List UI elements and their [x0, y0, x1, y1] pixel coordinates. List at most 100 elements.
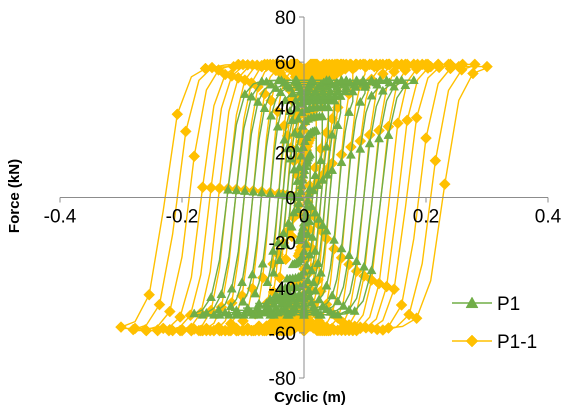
data-point [223, 184, 233, 194]
data-point [290, 75, 301, 85]
data-point [349, 305, 360, 315]
data-point [280, 239, 291, 249]
data-point [253, 96, 263, 106]
data-point [327, 290, 338, 300]
legend-label: P1-1 [497, 332, 537, 353]
data-point [302, 86, 313, 96]
data-point [295, 186, 306, 195]
data-point [250, 288, 261, 298]
y-tick-label: 80 [275, 8, 296, 29]
data-point [424, 60, 437, 73]
data-point [129, 322, 141, 335]
data-point [274, 255, 285, 265]
data-point [295, 86, 306, 96]
legend-item-p1-1: P1-1 [452, 332, 537, 353]
data-point [327, 129, 338, 139]
data-point [410, 312, 423, 325]
data-point [310, 207, 321, 217]
loop-markers [189, 75, 419, 319]
data-point [206, 292, 217, 301]
data-point [179, 125, 192, 138]
data-point [389, 81, 400, 91]
data-point [238, 296, 248, 306]
data-point [293, 235, 304, 245]
x-tick-label: -0.4 [44, 207, 77, 228]
data-point [241, 322, 254, 335]
data-point [213, 322, 226, 335]
legend-item-p1: P1 [452, 294, 520, 315]
data-point [396, 60, 409, 73]
data-point [308, 277, 319, 287]
data-point [452, 60, 465, 73]
data-point [174, 311, 186, 323]
data-point [366, 90, 377, 100]
data-point [143, 288, 156, 301]
data-point [359, 261, 369, 271]
data-point [438, 178, 451, 190]
data-point [237, 277, 247, 287]
data-point [304, 216, 315, 226]
data-point [355, 143, 366, 153]
data-point [355, 96, 366, 106]
data-point [308, 185, 319, 195]
data-point [262, 277, 273, 286]
data-point [307, 75, 318, 85]
data-point [358, 75, 369, 85]
data-point [289, 164, 300, 174]
data-point [317, 220, 328, 229]
data-point [315, 155, 326, 165]
y-tick-label: -40 [269, 279, 296, 300]
data-point [400, 80, 411, 90]
data-point [306, 265, 317, 275]
data-point [429, 154, 442, 167]
data-point [382, 322, 395, 334]
data-point [321, 225, 332, 235]
data-point [256, 187, 267, 197]
data-point [310, 86, 321, 96]
data-point [338, 300, 349, 310]
legend-marker [465, 334, 479, 348]
data-point [313, 258, 324, 267]
data-point [403, 308, 415, 321]
data-point [283, 217, 294, 227]
data-point [292, 143, 302, 153]
axes [59, 16, 549, 379]
data-point [199, 62, 212, 75]
data-point [231, 185, 242, 195]
data-point [171, 108, 184, 121]
x-tick-label: 0.2 [413, 207, 439, 228]
data-point [301, 260, 312, 270]
y-tick-label: -20 [269, 234, 296, 255]
data-point [340, 60, 353, 73]
data-point [213, 182, 226, 195]
data-point [163, 305, 176, 318]
data-point [310, 285, 321, 295]
data-point [227, 60, 240, 73]
data-point [282, 309, 293, 319]
data-point [287, 88, 298, 98]
y-tick-label: 0 [285, 189, 296, 210]
data-point [293, 198, 304, 208]
y-tick-label: -80 [269, 369, 296, 390]
data-point [284, 106, 295, 115]
y-tick-label: 40 [275, 98, 296, 119]
data-point [408, 75, 419, 85]
y-tick-label: 20 [275, 143, 296, 164]
data-point [314, 213, 324, 223]
data-point [354, 322, 367, 335]
data-point [351, 256, 362, 266]
data-point [312, 60, 324, 73]
data-point [292, 204, 303, 214]
data-point [225, 301, 236, 311]
data-point [256, 76, 267, 86]
y-axis-title: Force (kN) [6, 159, 23, 233]
data-point [420, 132, 432, 144]
data-point [302, 275, 313, 284]
data-point [395, 299, 408, 311]
data-point [153, 298, 166, 311]
data-point [296, 150, 307, 160]
data-point [239, 185, 250, 195]
y-tick-label: -60 [269, 324, 296, 345]
data-point [336, 243, 347, 253]
data-point [332, 120, 343, 130]
